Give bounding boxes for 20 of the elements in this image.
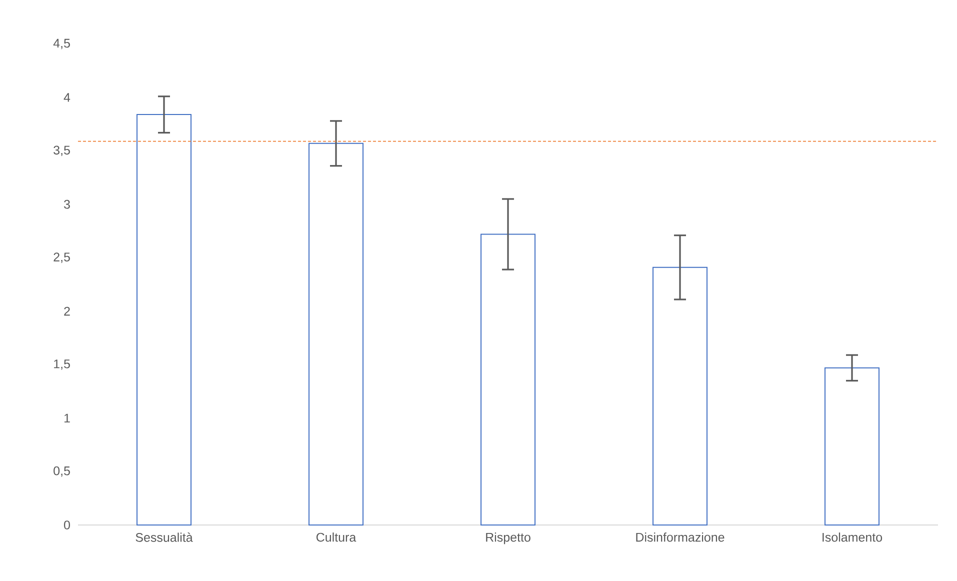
bar xyxy=(824,367,880,526)
x-tick-label: Rispetto xyxy=(486,532,530,544)
bar xyxy=(652,266,708,526)
y-tick-label: 3,5 xyxy=(54,146,70,156)
x-tick-label: Cultura xyxy=(316,532,356,542)
y-tick-label: 4 xyxy=(64,93,70,102)
y-tick-label: 3 xyxy=(64,200,70,209)
bar xyxy=(136,114,192,526)
x-tick-label: Isolamento xyxy=(822,532,882,542)
y-tick-label: 2 xyxy=(64,306,70,316)
y-tick-label: 1,5 xyxy=(54,360,70,370)
y-tick-label: 2,5 xyxy=(54,252,70,263)
x-tick-label: Sessualità xyxy=(136,532,193,542)
x-tick-label: Disinformazione xyxy=(636,532,724,542)
y-tick-label: 1 xyxy=(64,414,70,422)
y-tick-label: 0 xyxy=(64,520,70,530)
bar xyxy=(480,234,536,526)
y-tick-label: 0,5 xyxy=(54,466,70,477)
bar xyxy=(308,142,364,526)
y-tick-label: 4,5 xyxy=(53,38,70,50)
